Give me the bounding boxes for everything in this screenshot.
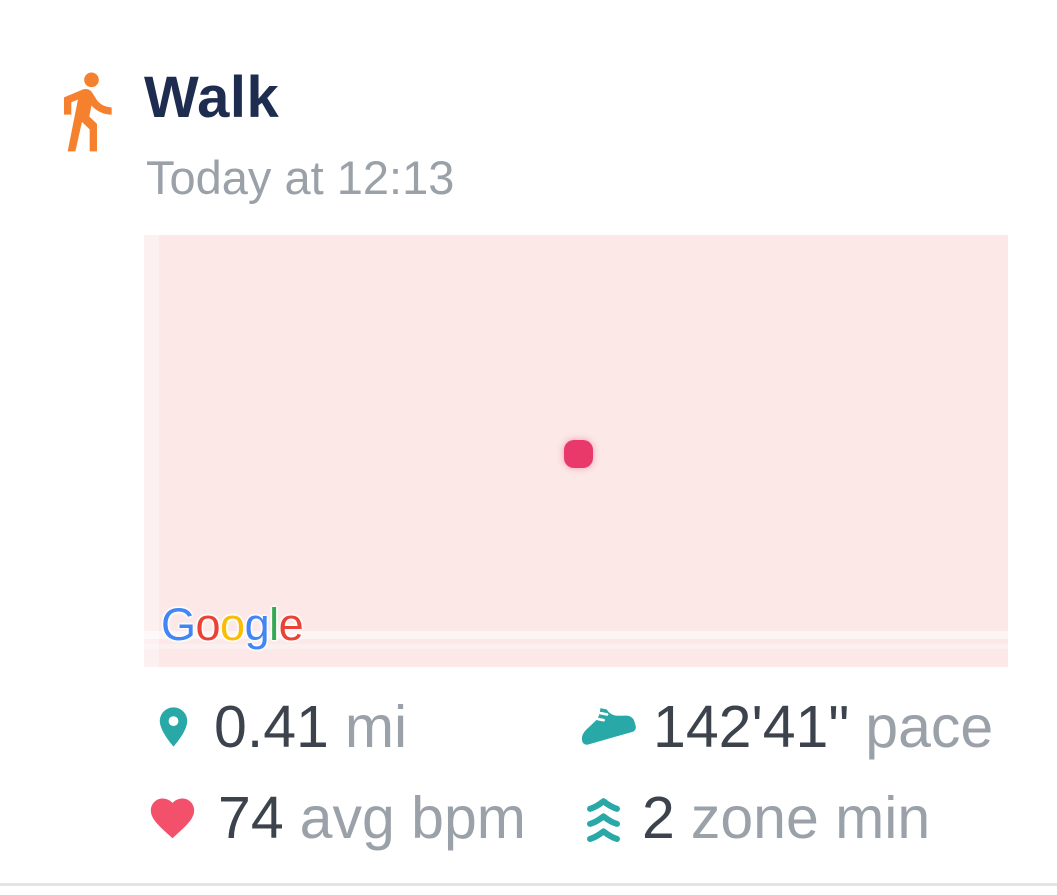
- google-logo-letter: G: [161, 599, 196, 650]
- shoe-icon: [572, 698, 636, 756]
- google-logo-letter: o: [195, 599, 221, 650]
- route-marker-icon: [564, 440, 593, 468]
- google-logo: Google: [161, 599, 304, 651]
- stat-zone-minutes: 2 zone min: [582, 785, 930, 851]
- stat-value: 2: [642, 785, 675, 851]
- heart-icon: [144, 792, 201, 844]
- stat-pace: 142'41" pace: [572, 694, 993, 760]
- google-logo-letter: o: [220, 599, 245, 650]
- location-pin-icon: [150, 698, 197, 756]
- stat-value: 0.41: [214, 694, 329, 760]
- stat-heart-rate: 74 avg bpm: [144, 785, 526, 851]
- google-logo-letter: g: [244, 599, 270, 650]
- map-road: [144, 631, 1008, 639]
- stat-label: mi: [344, 694, 408, 760]
- stat-distance: 0.41 mi: [150, 694, 407, 760]
- stat-value: 74: [218, 785, 284, 851]
- route-map[interactable]: Google: [144, 235, 1008, 667]
- stat-label: avg bpm: [299, 785, 526, 851]
- activity-title: Walk: [144, 65, 280, 130]
- google-logo-letter: l: [269, 599, 279, 650]
- zone-minutes-icon: [582, 792, 625, 845]
- google-logo-letter: e: [278, 599, 304, 650]
- map-road: [144, 644, 1008, 649]
- stat-label: pace: [865, 694, 994, 760]
- map-terrain-strip: [144, 235, 159, 667]
- card-divider: [0, 883, 1057, 886]
- activity-timestamp: Today at 12:13: [146, 151, 455, 204]
- walking-person-icon: [42, 62, 130, 160]
- stat-label: zone min: [690, 785, 931, 851]
- stat-value: 142'41": [653, 694, 850, 760]
